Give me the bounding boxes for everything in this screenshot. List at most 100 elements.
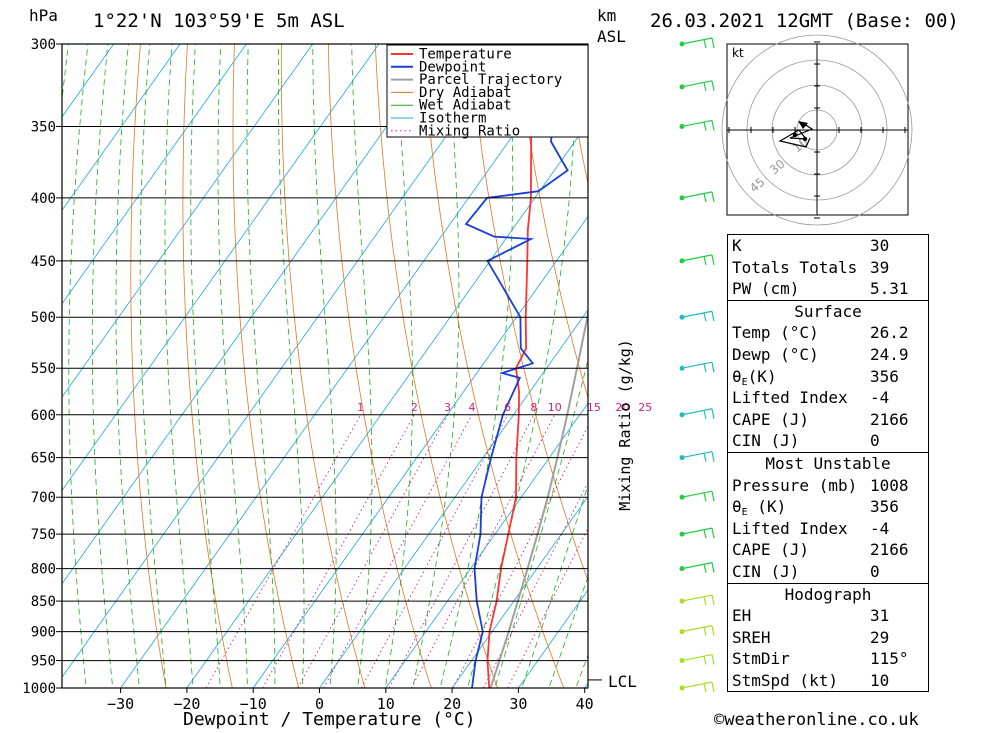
dry-adiabat-line <box>374 44 498 688</box>
isotherm-line <box>62 44 380 492</box>
wet-adiabat-line <box>217 44 248 688</box>
wind-barb-flag <box>711 191 715 202</box>
wind-barb-flag <box>703 410 707 419</box>
pressure-tick-label: 600 <box>31 408 56 424</box>
mixing-ratio-line <box>452 425 588 688</box>
unstable-row: Lifted Index -4 <box>732 518 890 538</box>
legend-entry: Temperature <box>419 47 512 63</box>
hodograph-title: Hodograph <box>728 582 928 606</box>
wind-barb-flag <box>703 193 707 203</box>
wet-adiabat-line <box>246 44 276 688</box>
temperature-tick-label: −10 <box>240 695 267 713</box>
wind-barb-flag <box>703 312 707 322</box>
dry-adiabat-line <box>327 44 432 688</box>
mixing-ratio-label: 25 <box>638 401 652 414</box>
dry-adiabat-line <box>232 44 300 688</box>
temperature-tick-label: 10 <box>377 695 395 713</box>
dry-adiabat-line <box>468 44 588 582</box>
mixing-ratio-line <box>410 414 556 688</box>
mixing-ratio-axis-label: Mixing Ratio (g/kg) <box>616 339 634 511</box>
wet-adiabat-line <box>312 44 337 688</box>
pressure-tick-label: 650 <box>31 451 56 467</box>
wind-barb-staff <box>681 191 713 199</box>
wind-barb-flag <box>703 683 707 693</box>
unstable-row: CAPE (J) 2166 <box>732 540 909 560</box>
wind-barb-flag <box>711 562 715 573</box>
wet-adiabat-line <box>439 44 514 688</box>
temperature-tick-label: −20 <box>173 695 200 713</box>
wind-barb-staff <box>681 450 713 459</box>
x-axis-label: Dewpoint / Temperature (°C) <box>183 709 476 730</box>
wind-barbs <box>679 37 715 693</box>
isotherm-line <box>62 44 512 678</box>
wind-barb-staff <box>681 408 713 416</box>
mixing-ratio-label: 10 <box>548 401 562 414</box>
wind-barb-flag <box>703 82 707 91</box>
wind-barb-staff <box>681 625 713 633</box>
mixing-ratio-line <box>205 414 362 688</box>
hodograph-row: SREH 29 <box>732 627 890 647</box>
unstable-row: θE (K) 356 <box>732 497 899 519</box>
wind-barb-flag <box>711 37 715 49</box>
wind-barb-flag <box>711 654 715 665</box>
pressure-tick-label: 750 <box>31 527 56 543</box>
dry-adiabat-line <box>515 44 588 400</box>
mixing-ratio-label: 6 <box>504 401 511 414</box>
wind-barb-flag <box>703 656 707 665</box>
wind-barb-flag <box>703 492 707 502</box>
isotherm-line <box>120 44 579 688</box>
unstable-row: CIN (J) 0 <box>732 561 880 581</box>
wet-adiabat-line <box>139 44 167 688</box>
hodograph-row: StmDir 115° <box>732 649 909 669</box>
surface-row: CIN (J) 0 <box>732 431 880 451</box>
hodograph-ring <box>721 34 913 226</box>
pressure-tick-label: 1000 <box>22 681 56 697</box>
mixing-ratio-label: 1 <box>357 401 364 414</box>
wind-barb-staff <box>681 361 713 369</box>
wind-barb-flag <box>703 256 707 266</box>
height-unit-asl: ASL <box>597 27 626 46</box>
wet-adiabat-line <box>190 44 221 688</box>
copyright: ©weatheronline.co.uk <box>714 710 919 730</box>
plot-area <box>62 7 1000 714</box>
storm-motion-marker <box>798 121 808 129</box>
wet-adiabat-line <box>384 44 413 688</box>
mixing-ratio-label: 4 <box>468 401 475 414</box>
wet-adiabat-line <box>548 575 588 688</box>
dry-adiabat-line <box>280 44 366 688</box>
dry-adiabat-line <box>421 44 565 688</box>
pressure-tick-label: 700 <box>31 490 56 506</box>
pressure-tick-label: 400 <box>31 191 56 207</box>
dry-adiabat-line <box>927 7 1000 714</box>
wind-barb-staff <box>681 653 713 662</box>
isotherm-line <box>186 122 588 688</box>
wind-barb-flag <box>703 39 707 49</box>
wind-barb-flag <box>711 451 715 462</box>
wind-barb-staff <box>681 562 713 570</box>
indices-general-table: K 30 Totals Totals 39 PW (cm) 5.31 Surface … <box>727 234 929 693</box>
pressure-tick-label: 350 <box>31 119 56 135</box>
index-row-k: K 30 <box>732 236 890 255</box>
surface-row: Dewp (°C) 24.9 <box>732 344 909 364</box>
index-row-pw: PW (cm) 5.31 <box>732 279 909 299</box>
wind-barb-staff <box>681 119 713 128</box>
isotherm-line <box>385 402 588 688</box>
hodograph-row: StmSpd (kt) 10 <box>732 670 890 690</box>
isotherm-line <box>62 44 181 211</box>
wind-barb-flag <box>711 120 715 131</box>
legend-entry: Dewpoint <box>419 59 486 75</box>
isotherm-line <box>319 309 588 688</box>
pressure-tick-label: 500 <box>31 310 56 326</box>
hodograph-row: EH 31 <box>732 606 890 626</box>
most-unstable-title: Most Unstable <box>728 451 928 475</box>
mixing-ratio-line <box>360 414 509 688</box>
wind-barb-dot <box>679 123 685 129</box>
mixing-ratio-label: 3 <box>444 401 451 414</box>
temperature-tick-label: 40 <box>576 695 594 713</box>
wet-adiabat-line <box>412 44 460 688</box>
legend-entry: Parcel Trajectory <box>419 72 562 88</box>
legend-entry: Mixing Ratio <box>419 123 520 139</box>
